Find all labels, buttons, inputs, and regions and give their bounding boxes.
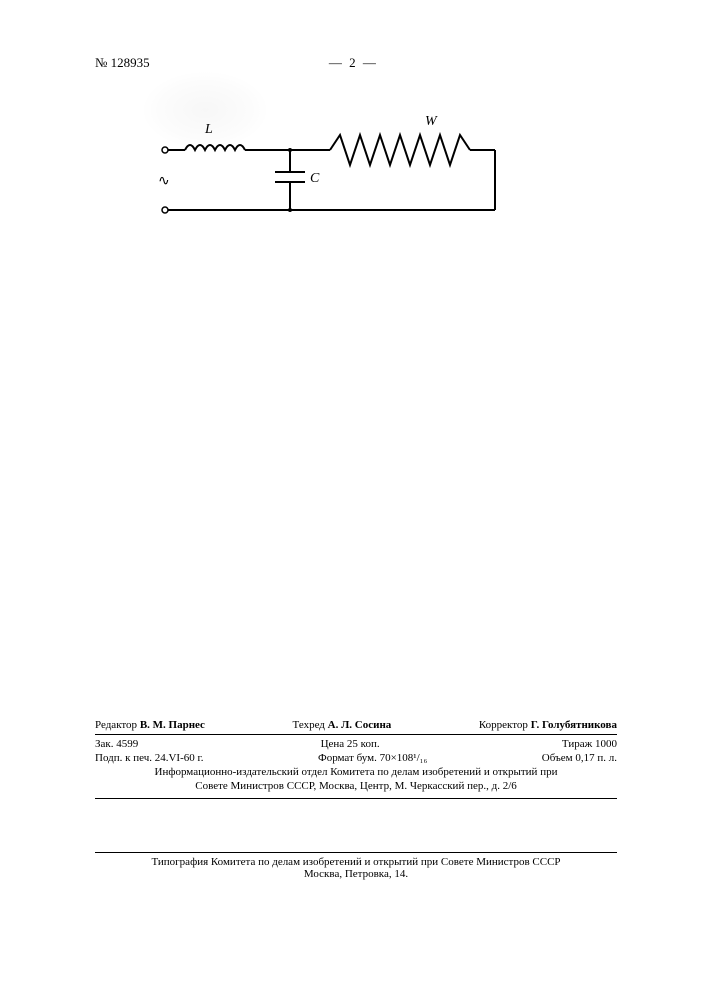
- svg-text:C: C: [310, 171, 320, 186]
- typography-line-2: Москва, Петровка, 14.: [95, 868, 617, 880]
- document-number: № 128935: [95, 55, 150, 71]
- page-header: № 128935 — 2 —: [95, 55, 617, 71]
- svg-text:W: W: [425, 114, 438, 129]
- print-date: Подп. к печ. 24.VI-60 г.: [95, 752, 204, 764]
- page-number: — 2 —: [329, 55, 378, 71]
- tirage: Тираж 1000: [562, 738, 617, 750]
- editor-credit: Редактор В. М. Парнес: [95, 719, 205, 731]
- circuit-diagram: ∿ L W C: [150, 100, 550, 250]
- svg-text:∿: ∿: [158, 174, 170, 189]
- typography-line-1: Типография Комитета по делам изобретений…: [95, 856, 617, 868]
- department-line-1: Информационно-издательский отдел Комитет…: [95, 766, 617, 778]
- credits-row: Редактор В. М. Парнес Техред А. Л. Сосин…: [95, 719, 617, 735]
- price: Цена 25 коп.: [321, 738, 380, 750]
- volume: Объем 0,17 п. л.: [542, 752, 617, 764]
- svg-text:L: L: [204, 122, 213, 137]
- credits-section: Редактор В. М. Парнес Техред А. Л. Сосин…: [95, 719, 617, 805]
- department-line-2: Совете Министров СССР, Москва, Центр, М.…: [95, 780, 617, 792]
- paper-format: Формат бум. 70×108¹/₁₆: [318, 752, 427, 764]
- corrector-credit: Корректор Г. Голубятникова: [479, 719, 617, 731]
- publication-info: Зак. 4599 Цена 25 коп. Тираж 1000 Подп. …: [95, 738, 617, 792]
- techred-credit: Техред А. Л. Сосина: [293, 719, 392, 731]
- footer-section: Типография Комитета по делам изобретений…: [95, 852, 617, 880]
- order-number: Зак. 4599: [95, 738, 138, 750]
